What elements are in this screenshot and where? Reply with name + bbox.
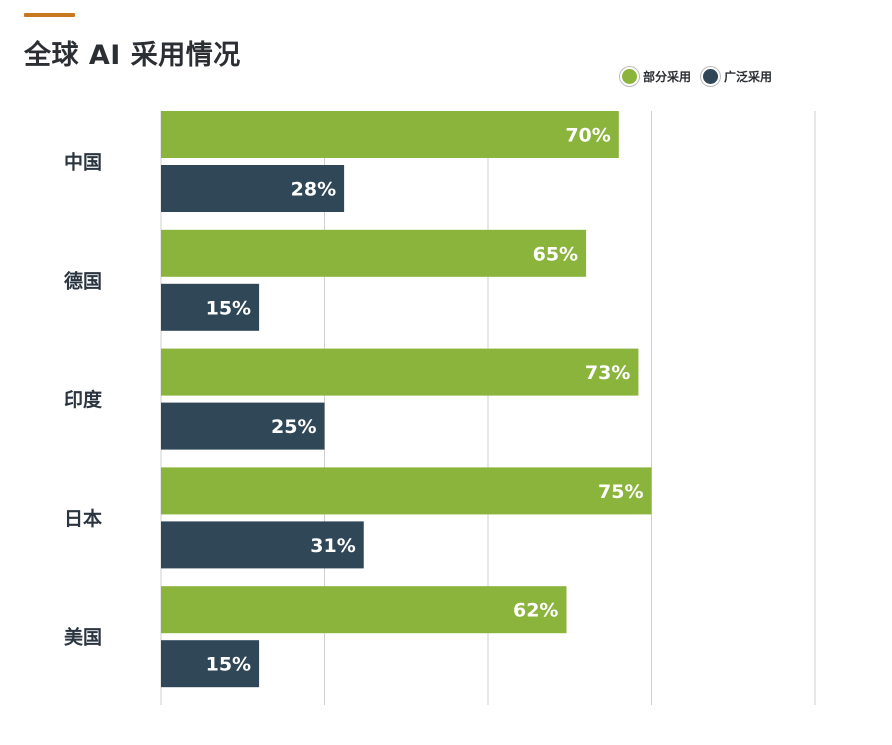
data-label-broad-3: 31% — [310, 535, 355, 557]
category-label-2: 印度 — [64, 388, 103, 411]
bar-broad-0 — [161, 165, 345, 212]
bar-broad-3 — [161, 521, 364, 569]
data-label-partial-3: 75% — [598, 481, 643, 503]
legend-item-partial: 部分采用 — [622, 68, 691, 85]
data-label-partial-2: 73% — [585, 362, 630, 384]
data-label-broad-1: 15% — [206, 297, 251, 319]
legend-label-partial: 部分采用 — [643, 70, 692, 84]
category-label-4: 美国 — [64, 626, 102, 649]
data-label-broad-4: 15% — [206, 654, 251, 676]
bar-partial-4 — [161, 586, 567, 634]
data-label-partial-4: 62% — [513, 600, 558, 622]
legend-label-broad: 广泛采用 — [724, 70, 773, 84]
bar-broad-4 — [161, 640, 260, 688]
chart-title: 全球 AI 采用情况 — [24, 40, 241, 71]
data-label-broad-0: 28% — [291, 179, 336, 201]
category-label-1: 德国 — [64, 269, 102, 292]
bar-broad-2 — [161, 402, 325, 450]
bar-partial-0 — [161, 111, 619, 158]
title-accent-bar — [24, 13, 75, 17]
data-label-partial-0: 70% — [565, 125, 610, 147]
legend: 部分采用 广泛采用 — [622, 68, 784, 85]
bar-partial-3 — [161, 467, 652, 515]
data-label-partial-1: 65% — [533, 243, 578, 265]
data-label-broad-2: 25% — [271, 416, 316, 438]
category-label-0: 中国 — [64, 151, 102, 174]
bar-broad-1 — [161, 283, 260, 331]
legend-swatch-broad — [703, 69, 719, 84]
legend-item-broad: 广泛采用 — [703, 68, 772, 85]
category-label-3: 日本 — [64, 507, 102, 530]
bar-partial-2 — [161, 348, 639, 396]
legend-swatch-partial — [622, 69, 637, 84]
bar-partial-1 — [161, 229, 587, 277]
